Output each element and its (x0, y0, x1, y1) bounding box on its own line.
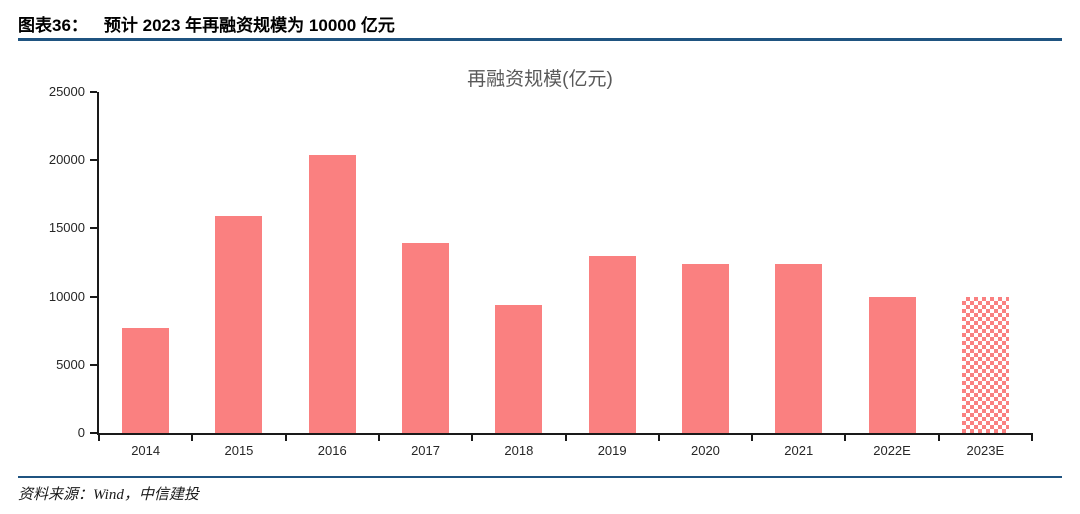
x-axis-tick (98, 433, 100, 441)
x-axis-tick (565, 433, 567, 441)
y-axis-tick (90, 159, 97, 162)
x-axis-tick (751, 433, 753, 441)
x-axis-tick (191, 433, 193, 441)
bar-2021 (775, 263, 823, 433)
bar-2017 (402, 243, 450, 433)
source-note: 资料来源：Wind，中信建投 (18, 487, 199, 503)
y-axis-tick (90, 91, 97, 93)
bar-2016 (308, 154, 356, 433)
x-axis-label: 2022E (873, 443, 911, 458)
figure-header: 图表36： 预计 2023 年再融资规模为 10000 亿元 (18, 11, 1062, 36)
x-axis-tick (844, 433, 846, 441)
header-divider (18, 38, 1062, 41)
bar-2022E (868, 296, 916, 433)
x-axis-label: 2020 (690, 443, 720, 458)
x-axis-label: 2017 (411, 443, 440, 458)
bar-2023E (961, 296, 1009, 433)
y-axis-label: 5000 (56, 356, 85, 372)
x-axis-tick (658, 433, 660, 441)
y-axis-tick (90, 227, 97, 230)
bar-2019 (588, 255, 636, 433)
bar-2015 (215, 216, 263, 433)
x-axis-label: 2014 (131, 443, 161, 458)
x-axis-label: 2018 (504, 443, 534, 458)
x-axis-label: 2019 (597, 443, 627, 458)
x-axis-tick (285, 433, 287, 441)
x-axis-tick (378, 433, 380, 441)
y-axis-label: 0 (77, 425, 85, 440)
figure-title: 预计 2023 年再融资规模为 10000 亿元 (103, 16, 395, 35)
x-axis-label: 2021 (784, 443, 814, 458)
bar-2018 (495, 304, 543, 433)
chart-title: 再融资规模(亿元) (467, 69, 613, 90)
y-axis-tick (90, 363, 97, 366)
x-axis-label: 2015 (224, 443, 254, 458)
y-axis-tick (90, 295, 97, 298)
x-axis-label: 2023E (966, 443, 1005, 458)
y-axis-label: 25000 (48, 84, 85, 99)
figure-label: 图表36： (18, 16, 88, 35)
y-axis-label: 15000 (48, 220, 85, 236)
x-axis-tick (471, 433, 473, 441)
x-axis-tick (938, 433, 940, 441)
plot-area: 0 5000 10000 15000 20000 25000 2014 2015 2016 201… (49, 84, 1033, 458)
x-axis-tick (1031, 433, 1033, 441)
y-axis-label: 10000 (48, 288, 85, 304)
bar-2014 (122, 327, 170, 433)
x-axis-label: 2016 (317, 443, 347, 458)
y-axis-tick (90, 432, 97, 434)
footer-divider (18, 476, 1062, 478)
y-axis-label: 20000 (48, 152, 85, 168)
bar-2020 (681, 263, 729, 433)
